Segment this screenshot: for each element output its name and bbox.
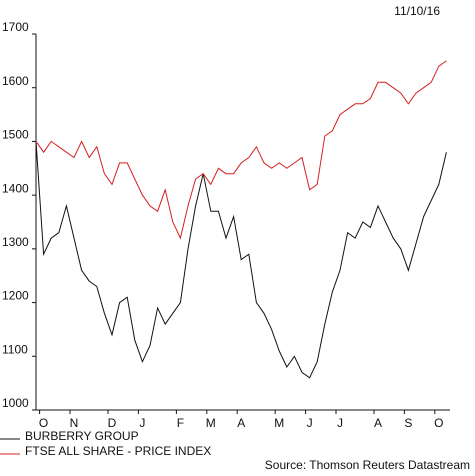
source-label: Source: Thomson Reuters Datastream xyxy=(265,458,470,472)
y-tick-label: 1400 xyxy=(2,181,29,195)
x-tick-label: A xyxy=(374,416,382,430)
x-tick-label: S xyxy=(404,416,412,430)
y-tick-label: 1100 xyxy=(2,342,28,356)
x-tick-label: A xyxy=(237,416,245,430)
y-tick-label: 1700 xyxy=(2,20,29,34)
x-tick-label: D xyxy=(108,416,117,430)
y-tick-label: 1600 xyxy=(2,74,29,88)
x-tick-label: O xyxy=(434,416,443,430)
date-label: 11/10/16 xyxy=(394,4,440,18)
series-line xyxy=(35,141,447,379)
y-tick-label: 1300 xyxy=(2,235,29,249)
x-tick-label: F xyxy=(177,416,184,430)
x-tick-label: J xyxy=(307,416,313,430)
y-tick-label: 1200 xyxy=(2,289,29,303)
y-tick-label: 1000 xyxy=(2,396,29,410)
x-tick-label: J xyxy=(337,416,343,430)
y-tick-label: 1500 xyxy=(2,128,29,142)
series-line xyxy=(35,60,447,240)
x-tick-label: N xyxy=(70,416,79,430)
x-tick-label: M xyxy=(274,416,284,430)
x-tick-label: M xyxy=(206,416,216,430)
x-tick-label: J xyxy=(139,416,145,430)
legend-label: BURBERRY GROUP xyxy=(25,429,139,443)
x-tick-label: O xyxy=(39,416,48,430)
legend-label: FTSE ALL SHARE - PRICE INDEX xyxy=(25,444,211,458)
